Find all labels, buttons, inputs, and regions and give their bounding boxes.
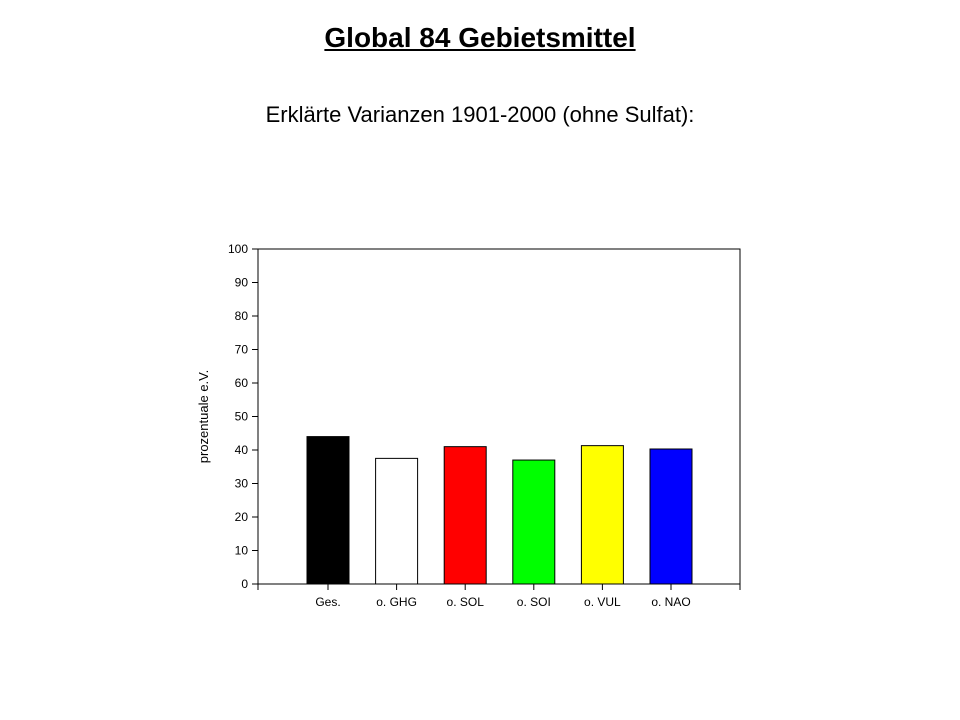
y-tick-label: 0 — [241, 577, 248, 591]
bar — [512, 459, 556, 585]
y-tick-label: 20 — [235, 510, 249, 524]
y-tick-label: 40 — [235, 443, 249, 457]
bar — [443, 446, 487, 585]
x-tick-label: o. GHG — [376, 595, 417, 609]
x-tick-label: Ges. — [315, 595, 340, 609]
bar — [306, 436, 350, 585]
y-tick-label: 100 — [228, 242, 248, 256]
y-tick-label: 50 — [235, 410, 249, 424]
y-tick-label: 80 — [235, 309, 249, 323]
y-tick-label: 10 — [235, 544, 249, 558]
page-title: Global 84 Gebietsmittel — [324, 22, 636, 53]
y-axis-label: prozentuale e.V. — [196, 370, 211, 463]
bar — [375, 457, 419, 585]
bar — [649, 448, 693, 585]
page-subtitle: Erklärte Varianzen 1901-2000 (ohne Sulfa… — [265, 102, 695, 127]
y-tick-label: 70 — [235, 343, 249, 357]
x-tick-label: o. VUL — [584, 595, 621, 609]
x-tick-label: o. NAO — [651, 595, 690, 609]
bar — [580, 445, 624, 585]
y-tick-label: 60 — [235, 376, 249, 390]
x-tick-label: o. SOI — [517, 595, 551, 609]
y-tick-label: 30 — [235, 477, 249, 491]
y-tick-label: 90 — [235, 276, 249, 290]
x-tick-label: o. SOL — [447, 595, 485, 609]
